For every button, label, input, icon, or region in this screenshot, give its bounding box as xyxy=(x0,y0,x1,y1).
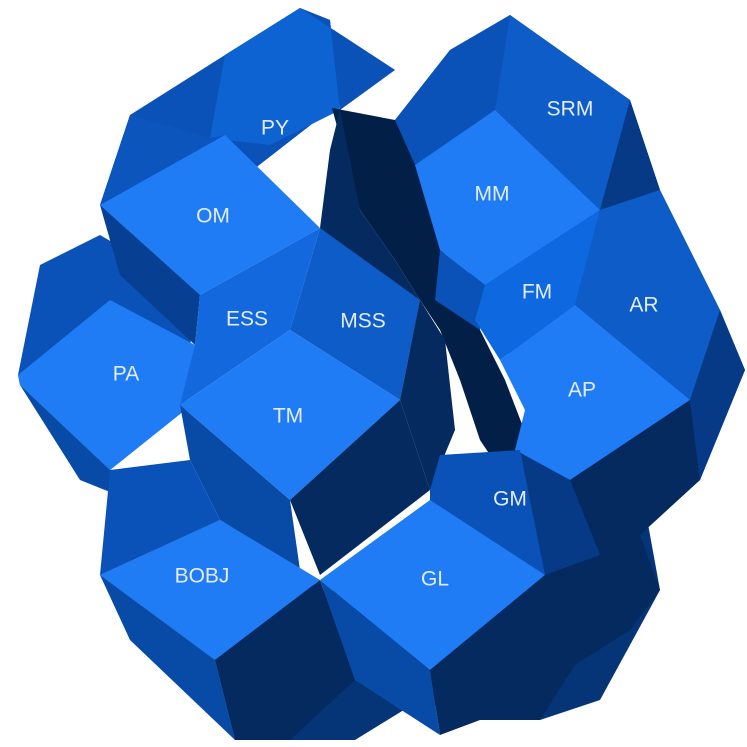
cube-srm-face-left xyxy=(395,15,510,165)
cube-pa[interactable] xyxy=(18,300,195,500)
label-srm: SRM xyxy=(547,98,594,121)
cube-gm-face-top xyxy=(430,450,545,575)
cube-ess[interactable] xyxy=(180,228,320,405)
label-ar: AR xyxy=(629,294,658,317)
cube-ap-face-top xyxy=(500,305,690,480)
cube-gm-face-right xyxy=(545,535,660,665)
cube-mm-face-left xyxy=(435,250,485,330)
cube-srm-face-right xyxy=(600,100,660,210)
cube-srm-face-top xyxy=(495,15,630,210)
cube-ar-face-right xyxy=(690,310,745,480)
cube-ar-face-top xyxy=(575,190,720,400)
label-ap: AP xyxy=(568,379,596,402)
cube-gl-face-right xyxy=(430,575,575,735)
label-mss: MSS xyxy=(340,310,386,333)
label-mm: MM xyxy=(475,183,510,206)
cube-srm[interactable] xyxy=(395,15,660,210)
cube-gm[interactable] xyxy=(430,450,660,665)
cube-py-face-top xyxy=(210,8,340,145)
label-gl: GL xyxy=(421,568,449,591)
center-gap-shadow xyxy=(332,108,530,500)
cube-tm-face-left xyxy=(180,405,300,570)
cube-bobj-face-right xyxy=(215,580,355,740)
cube-om[interactable] xyxy=(100,115,320,345)
cube-bobj-face-side xyxy=(100,460,220,575)
cube-fm-face-top xyxy=(475,210,600,360)
label-py: PY xyxy=(261,117,289,140)
cube-bobj-face-top xyxy=(100,520,320,660)
cube-om-face-left xyxy=(100,115,225,205)
cube-ess-face-top xyxy=(180,228,320,405)
cube-ap-face-right xyxy=(570,400,700,555)
cube-pa-face-bottom xyxy=(20,385,130,500)
cube-mm[interactable] xyxy=(415,110,600,330)
cube-mss-face-right xyxy=(400,300,455,490)
cube-mm-face-top xyxy=(415,110,600,285)
label-ess: ESS xyxy=(226,308,268,331)
label-om: OM xyxy=(196,205,230,228)
cube-bobj[interactable] xyxy=(100,460,355,740)
cube-tm-face-right xyxy=(290,400,430,575)
cube-gl-face-top xyxy=(320,500,545,670)
cube-gl[interactable] xyxy=(320,500,575,735)
label-gm: GM xyxy=(493,488,527,511)
cube-py-face-right xyxy=(300,8,395,110)
cube-py[interactable] xyxy=(210,8,395,145)
cube-mss[interactable] xyxy=(290,228,455,490)
label-pa: PA xyxy=(113,363,139,386)
cube-om-face-bottom xyxy=(100,205,200,345)
cube-om-face-top xyxy=(100,135,320,295)
cube-fm[interactable] xyxy=(475,210,600,360)
label-tm: TM xyxy=(273,405,303,428)
module-labels: PY SRM OM MM ESS MSS FM AR PA TM AP GM B… xyxy=(113,98,659,591)
label-fm: FM xyxy=(522,281,552,304)
label-bobj: BOBJ xyxy=(175,565,230,588)
cube-tm-face-top xyxy=(180,330,400,500)
cube-mss-face-top xyxy=(290,228,420,400)
cube-pa-face-top xyxy=(18,300,195,470)
cube-bobj-face-left xyxy=(100,575,235,740)
cube-gl-face-left xyxy=(320,580,440,735)
cube-ar[interactable] xyxy=(575,190,745,480)
cube-tm[interactable] xyxy=(180,330,430,575)
